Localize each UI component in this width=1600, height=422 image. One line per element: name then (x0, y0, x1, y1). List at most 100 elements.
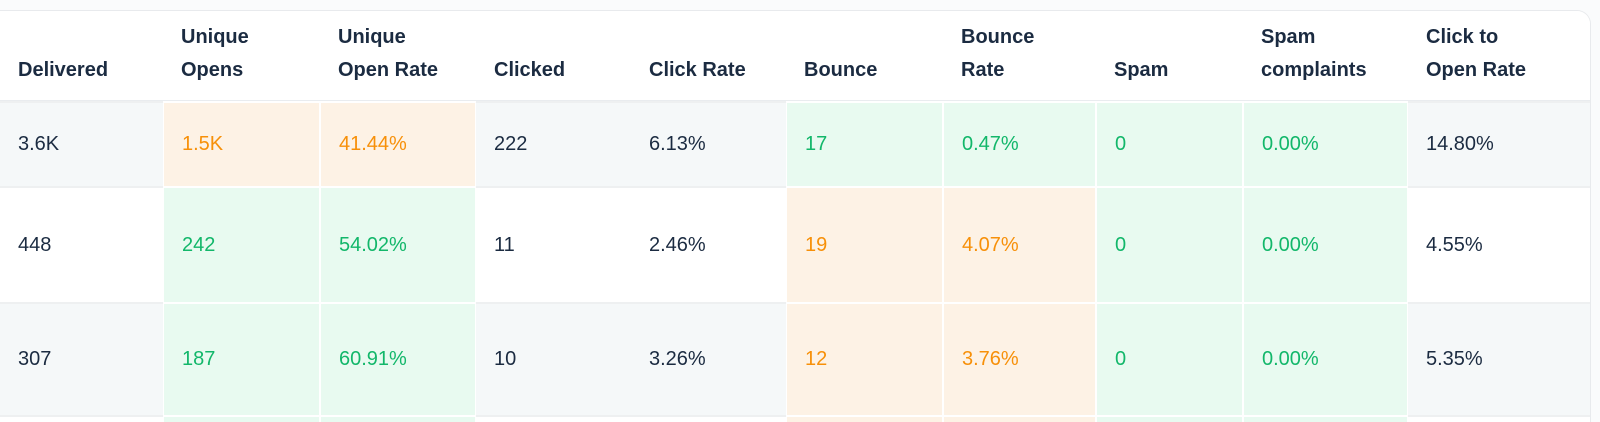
column-header-label: Unique (181, 26, 249, 48)
column-header-click-rate: Click Rate (631, 11, 786, 100)
column-header-bounce-rate: Bounce Rate (943, 11, 1096, 100)
table-row[interactable]: 448 242 54.02% 11 2.46% 19 4.07% 0 0.00%… (0, 186, 1590, 302)
cell-value: 2.46% (649, 233, 706, 256)
column-header-clicked: Clicked (476, 11, 631, 100)
cell-click-to-open-rate: 5.35% (1408, 302, 1590, 415)
column-header-label: Click to (1426, 26, 1499, 48)
cell-spam-complaints: 0.00% (1243, 101, 1408, 186)
column-header-label: complaints (1261, 59, 1367, 81)
cell-clicked: 222 (476, 101, 631, 186)
metrics-table: Delivered Unique Opens Unique Open Rate … (0, 10, 1591, 422)
cell-spam: 0 (1096, 302, 1243, 415)
column-header-label: Open Rate (338, 59, 439, 81)
cell-value: 0 (1115, 348, 1127, 370)
cell-value: 448 (18, 233, 52, 256)
cell-bounce (786, 415, 943, 422)
cell-unique-opens: 242 (163, 186, 320, 302)
column-header-spam: Spam (1096, 11, 1243, 100)
column-header-label: Rate (961, 59, 1005, 81)
cell-spam: 0 (1096, 186, 1243, 302)
cell-spam-complaints: 0.00% (1243, 302, 1408, 415)
cell-value: 4.07% (962, 233, 1019, 256)
cell-bounce-rate: 4.07% (943, 186, 1096, 302)
cell-click-rate: 3.26% (631, 302, 786, 415)
cell-value: 3.76% (962, 348, 1019, 370)
cell-spam-complaints: 0.00% (1243, 186, 1408, 302)
column-header-label: Click Rate (649, 59, 746, 81)
cell-value: 3.6K (18, 133, 60, 155)
column-header-unique-opens: Unique Opens (163, 11, 320, 100)
cell-value: 0 (1115, 133, 1127, 155)
cell-value: 11 (494, 233, 515, 256)
cell-unique-open-rate: 41.44% (320, 101, 476, 186)
cell-value: 187 (182, 348, 216, 370)
cell-value: 0.00% (1262, 348, 1319, 370)
column-header-delivered: Delivered (0, 11, 163, 100)
cell-click-to-open-rate: 4.55% (1408, 186, 1590, 302)
cell-value: 60.91% (339, 348, 407, 370)
column-header-label: Bounce (961, 26, 1035, 48)
column-header-label: Bounce (804, 59, 878, 81)
cell-unique-opens: 187 (163, 302, 320, 415)
column-header-label: Clicked (494, 59, 566, 81)
table-header-row: Delivered Unique Opens Unique Open Rate … (0, 11, 1590, 101)
cell-clicked: 10 (476, 302, 631, 415)
table-row[interactable] (0, 415, 1590, 422)
cell-value: 14.80% (1426, 133, 1494, 155)
cell-value: 41.44% (339, 133, 407, 155)
cell-click-to-open-rate (1408, 415, 1590, 422)
cell-value: 0.47% (962, 133, 1019, 155)
cell-value: 6.13% (649, 133, 706, 155)
cell-value: 1.5K (182, 133, 224, 155)
cell-bounce: 19 (786, 186, 943, 302)
cell-bounce: 12 (786, 302, 943, 415)
cell-click-rate: 6.13% (631, 101, 786, 186)
column-header-spam-complaints: Spam complaints (1243, 11, 1408, 100)
cell-value: 242 (182, 233, 216, 256)
cell-value: 4.55% (1426, 233, 1483, 256)
cell-bounce-rate (943, 415, 1096, 422)
cell-value: 12 (805, 348, 828, 370)
column-header-label: Opens (181, 59, 244, 81)
column-header-label: Delivered (18, 59, 109, 81)
table-row[interactable]: 3.6K 1.5K 41.44% 222 6.13% 17 0.47% 0 0.… (0, 101, 1590, 186)
cell-value: 19 (805, 233, 828, 256)
cell-bounce-rate: 3.76% (943, 302, 1096, 415)
cell-bounce-rate: 0.47% (943, 101, 1096, 186)
cell-value: 307 (18, 348, 52, 370)
column-header-label: Spam (1261, 26, 1316, 48)
cell-value: 17 (805, 133, 828, 155)
cell-value: 0 (1115, 233, 1127, 256)
cell-bounce: 17 (786, 101, 943, 186)
cell-unique-open-rate: 54.02% (320, 186, 476, 302)
cell-spam (1096, 415, 1243, 422)
cell-value: 0.00% (1262, 233, 1319, 256)
cell-delivered: 307 (0, 302, 163, 415)
cell-spam: 0 (1096, 101, 1243, 186)
cell-click-rate: 2.46% (631, 186, 786, 302)
column-header-label: Open Rate (1426, 59, 1527, 81)
cell-spam-complaints (1243, 415, 1408, 422)
column-header-unique-open-rate: Unique Open Rate (320, 11, 476, 100)
cell-click-to-open-rate: 14.80% (1408, 101, 1590, 186)
cell-delivered (0, 415, 163, 422)
column-header-label: Spam (1114, 59, 1169, 81)
table-row[interactable]: 307 187 60.91% 10 3.26% 12 3.76% 0 0.00%… (0, 302, 1590, 415)
cell-value: 222 (494, 133, 528, 155)
cell-clicked (476, 415, 631, 422)
cell-delivered: 3.6K (0, 101, 163, 186)
cell-unique-open-rate: 60.91% (320, 302, 476, 415)
cell-value: 10 (494, 348, 517, 370)
cell-unique-opens (163, 415, 320, 422)
cell-unique-opens: 1.5K (163, 101, 320, 186)
column-header-bounce: Bounce (786, 11, 943, 100)
column-header-click-to-open-rate: Click to Open Rate (1408, 11, 1590, 100)
cell-value: 54.02% (339, 233, 407, 256)
cell-unique-open-rate (320, 415, 476, 422)
cell-click-rate (631, 415, 786, 422)
cell-delivered: 448 (0, 186, 163, 302)
column-header-label: Unique (338, 26, 406, 48)
cell-value: 5.35% (1426, 348, 1483, 370)
cell-clicked: 11 (476, 186, 631, 302)
